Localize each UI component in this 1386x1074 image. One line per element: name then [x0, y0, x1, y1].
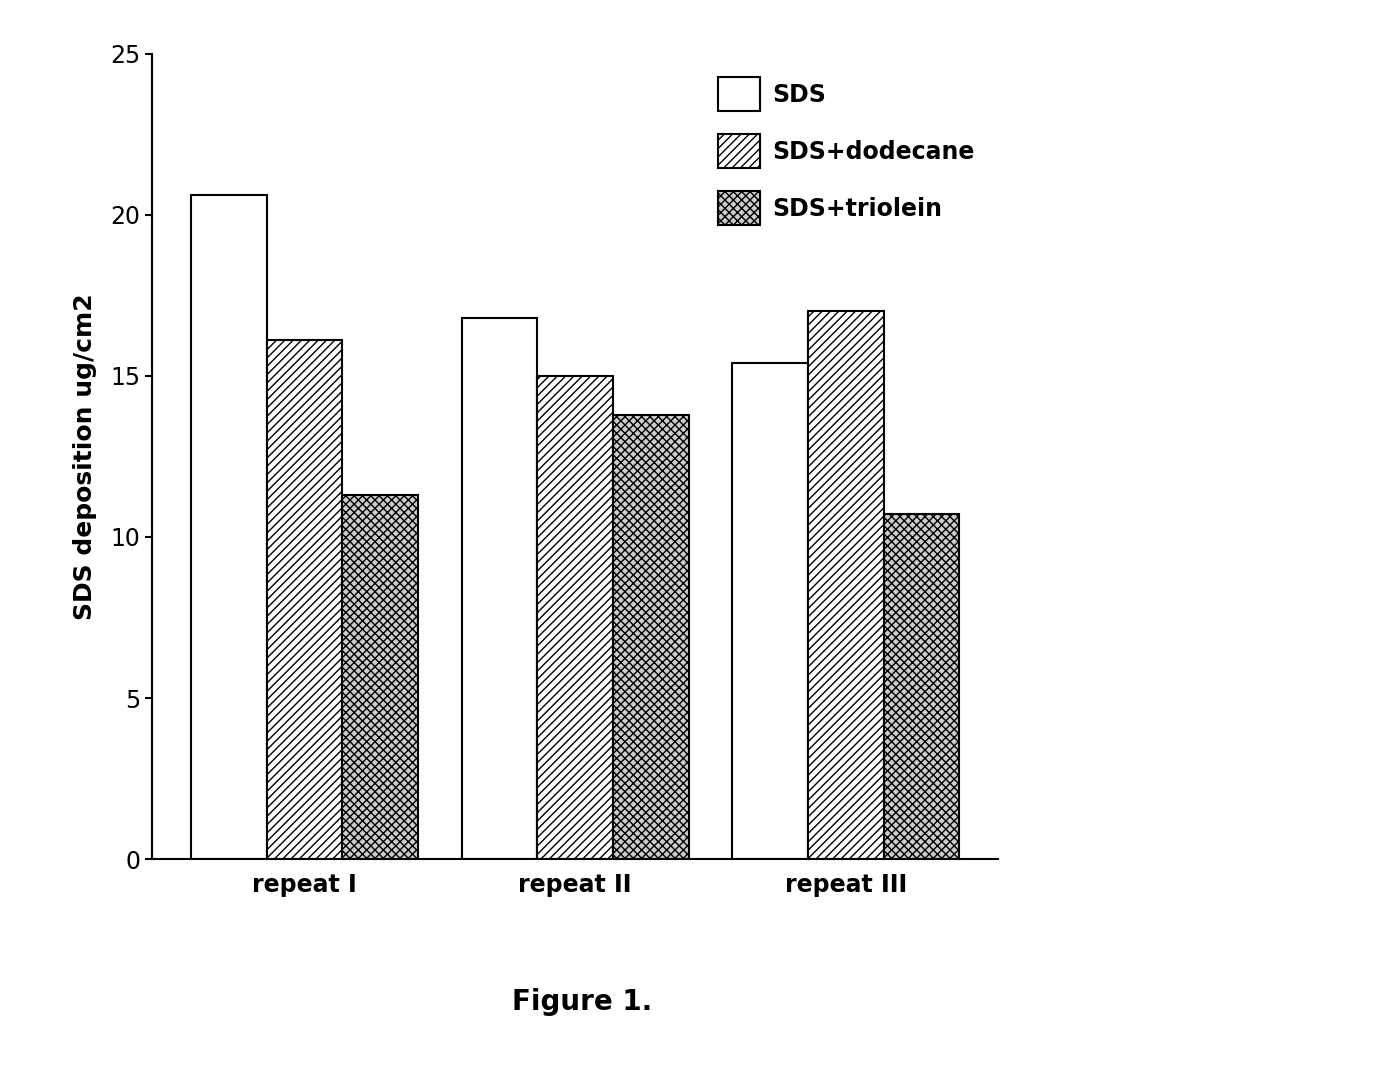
Bar [732, 363, 808, 859]
Bar [808, 311, 884, 859]
Legend: SDS, SDS+dodecane, SDS+triolein: SDS, SDS+dodecane, SDS+triolein [705, 66, 985, 236]
Bar [266, 340, 342, 859]
Bar [613, 415, 689, 859]
Bar [191, 195, 266, 859]
Bar [462, 318, 538, 859]
Bar [884, 514, 959, 859]
Bar [538, 376, 613, 859]
Y-axis label: SDS deposition ug/cm2: SDS deposition ug/cm2 [72, 293, 97, 620]
Text: Figure 1.: Figure 1. [511, 988, 653, 1016]
Bar [342, 495, 419, 859]
